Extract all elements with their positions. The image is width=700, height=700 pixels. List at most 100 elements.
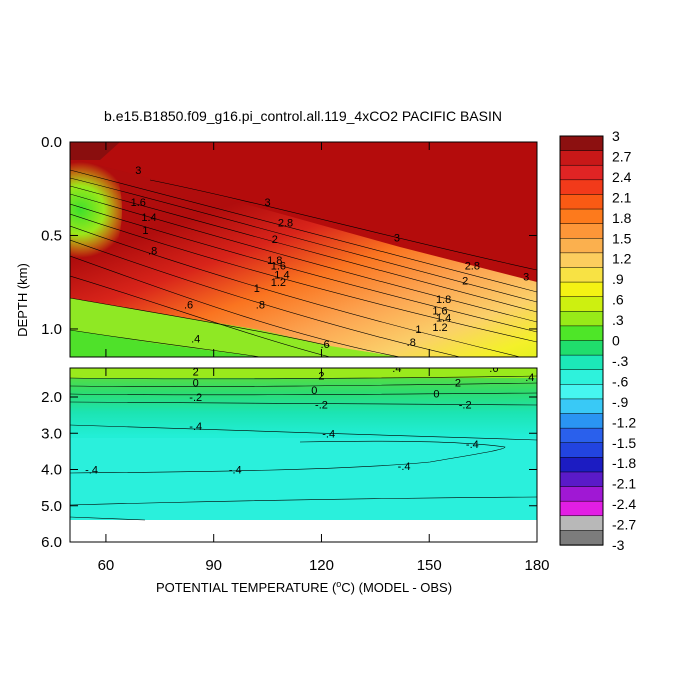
colorbar-swatch <box>559 471 604 488</box>
colorbar-label: -.6 <box>612 373 629 389</box>
x-tick-label: 150 <box>417 557 442 574</box>
colorbar-labels: 3 2.7 2.4 2.1 1.8 1.5 1.2 .9 .6 .3 0 -.3 -.6 -.9 -1.2 -… <box>612 128 636 553</box>
colorbar-label: -3 <box>612 537 625 553</box>
contour-label: .4 <box>191 333 200 345</box>
colorbar-frame <box>559 135 604 546</box>
contour-label: 3 <box>135 165 141 177</box>
y-tick-label: 1.0 <box>41 321 62 338</box>
contour-label: 1.2 <box>432 322 447 334</box>
upper-dark-corner <box>70 142 120 160</box>
colorbar-swatch <box>559 150 604 166</box>
contour-label: -.4 <box>466 439 479 451</box>
contour-label: 1.2 <box>271 277 286 289</box>
colorbar-label: -.3 <box>612 353 629 369</box>
contour-label: 1.6 <box>271 260 286 272</box>
colorbar-swatch <box>559 486 604 502</box>
y-tick-label: 6.0 <box>41 534 62 551</box>
colorbar-swatch <box>559 252 604 269</box>
contour-label: -.4 <box>189 421 202 433</box>
contour-label: 1.4 <box>141 212 156 224</box>
contour-label: 0 <box>193 378 199 390</box>
colorbar-swatch <box>559 369 604 385</box>
colorbar-label: -1.8 <box>612 455 636 471</box>
y-axis-upper: 0.0 0.5 1.0 <box>41 134 537 338</box>
colorbar-swatch <box>559 413 604 429</box>
contour-label: 2 <box>455 378 461 390</box>
contour-label: 1.4 <box>274 270 289 282</box>
y-axis-lower: 2.0 3.0 4.0 5.0 6.0 <box>41 389 537 551</box>
x-axis: 60 90 120 150 180 <box>98 142 550 574</box>
colorbar-label: 2.4 <box>612 169 632 185</box>
contour-label: 1.8 <box>436 294 451 306</box>
colorbar-label: -1.5 <box>612 435 636 451</box>
y-tick-label: 5.0 <box>41 498 62 515</box>
contour-label: -.2 <box>459 399 472 411</box>
contour-label: 2.8 <box>278 217 293 229</box>
colorbar-swatch <box>559 384 604 400</box>
contour-label: -.2 <box>189 392 202 404</box>
x-axis-label: POTENTIAL TEMPERATURE (oC) (MODEL - OBS) <box>156 579 452 595</box>
contour-label: -.4 <box>322 428 335 440</box>
contour-label: 2 <box>318 370 324 382</box>
contour-label: 2.8 <box>465 260 480 272</box>
colorbar-swatch <box>559 179 604 196</box>
colorbar-swatch <box>559 208 604 225</box>
colorbar-swatch <box>559 457 604 473</box>
lower-field-gradient <box>70 368 537 438</box>
contour-label: 1.8 <box>267 255 282 267</box>
y-tick-label: 2.0 <box>41 389 62 406</box>
colorbar-swatch <box>559 238 604 254</box>
colorbar-label: -2.7 <box>612 517 636 533</box>
upper-contour-lines <box>70 169 537 357</box>
lower-missing-region <box>70 520 537 542</box>
x-tick-label: 90 <box>205 557 222 574</box>
colorbar-label: 0 <box>612 333 620 349</box>
x-tick-label: 180 <box>524 557 549 574</box>
contour-label: .8 <box>407 337 416 349</box>
colorbar-label: 3 <box>612 128 620 144</box>
colorbar-swatch <box>559 515 604 532</box>
colorbar-swatch <box>559 500 604 517</box>
colorbar-swatch <box>559 530 604 546</box>
colorbar-swatch <box>559 281 604 298</box>
colorbar <box>559 135 604 546</box>
contour-label: 2 <box>272 234 278 246</box>
colorbar-label: 1.2 <box>612 251 632 267</box>
colorbar-label: 1.8 <box>612 210 632 226</box>
colorbar-swatch <box>559 427 604 444</box>
y-tick-label: 4.0 <box>41 462 62 479</box>
contour-label: .6 <box>320 339 329 351</box>
lower-top-band <box>70 368 537 378</box>
colorbar-swatch <box>559 223 604 239</box>
colorbar-swatch <box>559 325 604 342</box>
colorbar-label: -1.2 <box>612 414 636 430</box>
colorbar-label: -2.1 <box>612 476 636 492</box>
lower-contour-labels: 20-.2-.420-.2-.4.420-.2.6.4-.4-.4-.4-.4 <box>85 363 534 477</box>
y-tick-label: 0.0 <box>41 134 62 151</box>
contour-label: .6 <box>489 363 498 375</box>
y-tick-label: 0.5 <box>41 227 62 244</box>
chart-title: b.e15.B1850.f09_g16.pi_control.all.119_4… <box>104 108 502 124</box>
x-tick-label: 120 <box>309 557 334 574</box>
upper-contour-labels: 33332.821.81.61.41.21.82.821.81.61.41.21… <box>131 165 530 351</box>
colorbar-label: 1.5 <box>612 230 632 246</box>
contour-label: .8 <box>256 300 265 312</box>
contour-label: -.4 <box>229 465 242 477</box>
contour-label: 0 <box>433 388 439 400</box>
colorbar-label: .3 <box>612 312 624 328</box>
colorbar-swatch <box>559 311 604 327</box>
colorbar-label: .6 <box>612 292 624 308</box>
contour-label: 2 <box>462 275 468 287</box>
y-axis-label: DEPTH (km) <box>15 263 30 337</box>
contour-label: 1.6 <box>432 305 447 317</box>
contour-label: 3 <box>523 272 529 284</box>
contour-label: 3 <box>265 197 271 209</box>
lower-contour-lines <box>70 375 537 521</box>
colorbar-swatch <box>559 354 604 371</box>
contour-label: .6 <box>184 300 193 312</box>
colorbar-swatch <box>559 340 604 356</box>
upper-panel: 33332.821.81.61.41.21.82.821.81.61.41.21… <box>70 142 537 357</box>
contour-label: .4 <box>392 363 401 375</box>
colorbar-swatch <box>559 267 604 283</box>
